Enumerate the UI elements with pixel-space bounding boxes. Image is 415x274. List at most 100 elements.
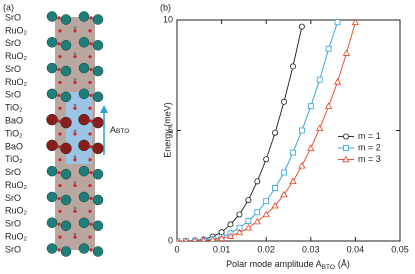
o-atom (73, 209, 77, 213)
marker (298, 162, 306, 169)
o-atom (89, 222, 93, 226)
sr-atom (46, 62, 58, 74)
o-atom (88, 158, 92, 162)
layer-label: SrO (5, 219, 21, 229)
layer-label: SrO (5, 64, 21, 74)
marker (307, 144, 315, 151)
b-atom (73, 52, 77, 56)
layer-label: SrO (5, 90, 21, 100)
o-atom (89, 196, 93, 201)
o-atom (57, 248, 61, 252)
marker (290, 149, 296, 156)
marker (235, 228, 244, 236)
marker (324, 102, 333, 109)
sr-atom (92, 194, 104, 206)
o-atom (57, 42, 61, 46)
sr-atom (78, 37, 90, 48)
marker (298, 23, 305, 30)
series-line (177, 22, 356, 241)
sr-atom (60, 14, 72, 25)
series-line (177, 22, 338, 241)
o-atom (57, 93, 61, 97)
marker (333, 78, 342, 85)
layer-label: SrO (5, 193, 21, 203)
marker (307, 103, 314, 110)
marker (254, 209, 261, 216)
o-atom (88, 55, 92, 59)
o-atom (58, 158, 62, 162)
marker (281, 98, 288, 105)
o-atom (73, 106, 77, 110)
sr-atom (92, 14, 104, 25)
o-atom (89, 119, 93, 123)
marker (177, 237, 180, 241)
ba-atom (78, 113, 90, 126)
o-atom (88, 235, 92, 239)
sr-atom (78, 191, 90, 203)
o-atom (73, 132, 77, 136)
o-atom (88, 106, 92, 110)
arrow-label-symbol: A (110, 125, 116, 135)
o-atom (88, 183, 92, 188)
b-atom (73, 129, 77, 133)
marker (227, 221, 234, 228)
marker (209, 236, 216, 241)
layer-label: TiO₂ (5, 103, 23, 113)
o-atom (73, 235, 77, 239)
o-atom (88, 132, 92, 136)
b-atom (73, 103, 77, 107)
panel-label: (b) (160, 2, 171, 12)
marker (244, 223, 253, 231)
layer-label: RuO₂ (5, 77, 28, 87)
sr-atom (46, 37, 58, 48)
marker (351, 20, 360, 25)
layer-label: RuO₂ (5, 231, 28, 241)
arrow-label-sub: BTO (116, 128, 129, 135)
sr-atom (60, 220, 72, 231)
legend-label: m = 1 (358, 131, 381, 141)
plot-area (177, 20, 360, 241)
o-atom (73, 29, 77, 33)
layer-label: BaO (5, 141, 23, 151)
ba-atom (60, 116, 72, 129)
o-atom (73, 158, 77, 162)
layer-label: TiO₂ (5, 128, 23, 138)
x-tick-label: 0.03 (302, 244, 320, 254)
x-label-unit: (Å) (338, 259, 350, 269)
b-atom (73, 155, 77, 159)
x-tick-label: 0.05 (391, 244, 409, 254)
marker (253, 217, 261, 225)
o-atom (88, 80, 92, 85)
marker (298, 127, 305, 134)
y-tick-label: 10 (163, 14, 173, 24)
series-line (177, 26, 303, 241)
marker (343, 145, 349, 151)
x-axis-label: Polar mode amplitude ABTO (Å) (226, 259, 350, 270)
marker (217, 234, 226, 241)
marker (263, 198, 270, 205)
marker (254, 178, 261, 185)
marker (342, 133, 349, 140)
ba-atom (92, 142, 104, 155)
o-atom (88, 29, 92, 33)
sr-atom (78, 88, 90, 100)
layer-label: RuO₂ (5, 51, 28, 61)
ba-atom (60, 142, 72, 155)
b-atom (73, 206, 77, 210)
marker (192, 236, 198, 241)
b-atom (73, 232, 77, 236)
o-atom (89, 248, 93, 252)
o-atom (88, 209, 92, 213)
o-atom (58, 29, 62, 33)
ba-atom (46, 113, 58, 126)
sr-atom (46, 243, 58, 254)
sr-atom (60, 246, 72, 257)
o-atom (58, 235, 62, 239)
b-atom (73, 78, 77, 81)
y-axis-label: Energy (meV) (162, 102, 172, 158)
marker (272, 185, 279, 191)
y-tick-label: 5 (168, 125, 173, 135)
crystal-structure: SrO RuO₂ SrO RuO₂ SrO RuO₂ SrO TiO₂ BaO TiO₂ BaO Ti… (5, 11, 104, 257)
layer-label: SrO (5, 244, 21, 254)
